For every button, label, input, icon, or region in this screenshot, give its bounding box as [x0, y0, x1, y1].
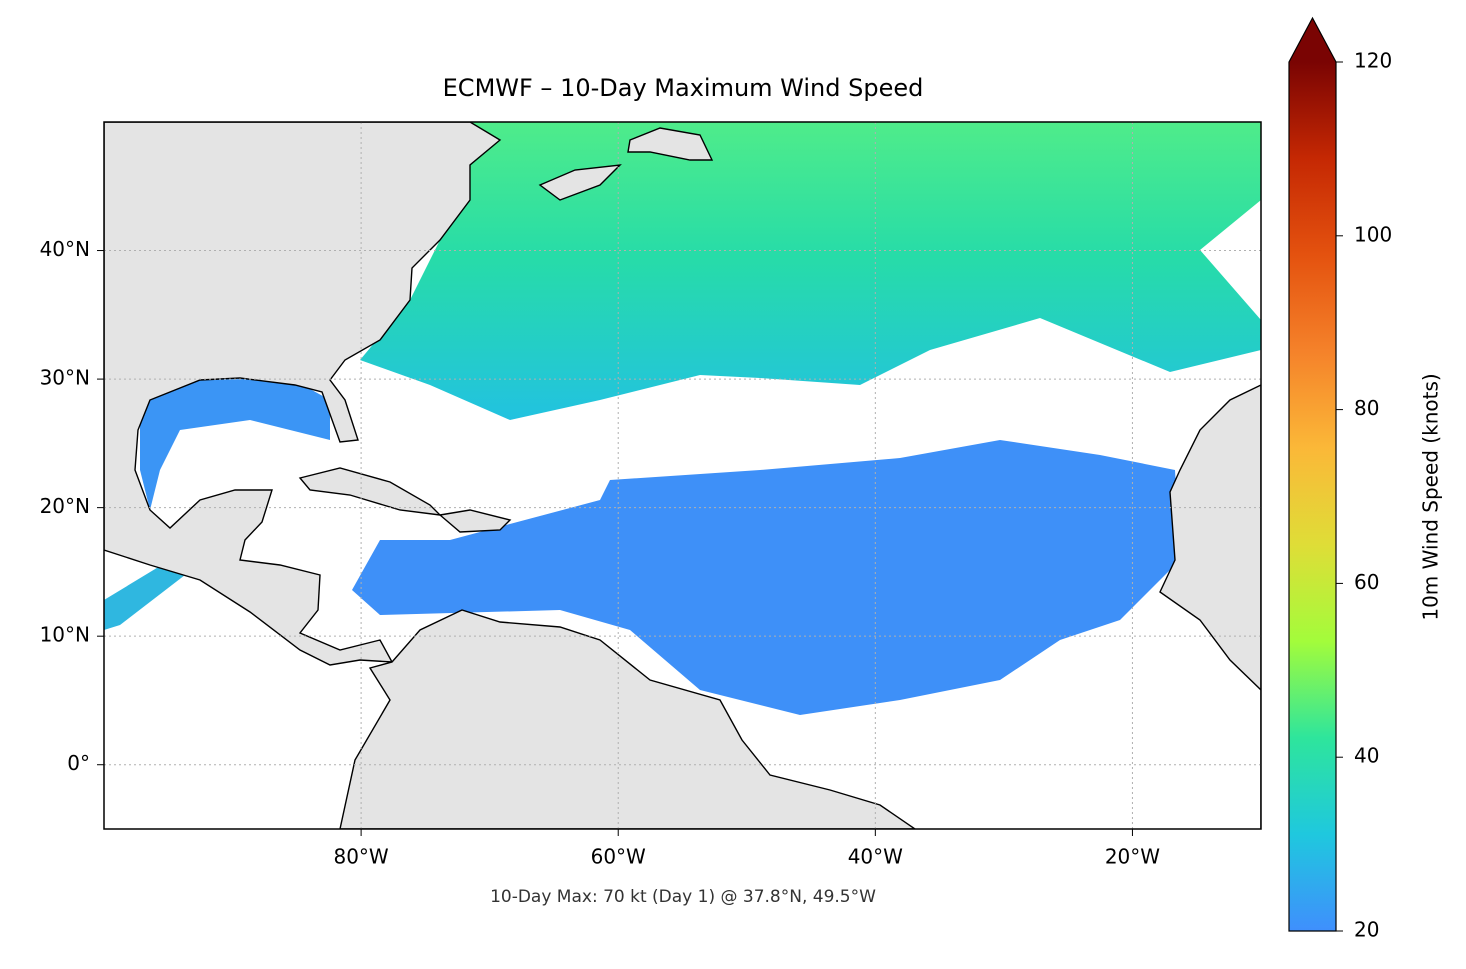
land-newfoundland — [627, 127, 714, 161]
chart-title: ECMWF – 10-Day Maximum Wind Speed — [443, 74, 924, 102]
y-tick-label: 20°N — [40, 494, 90, 518]
y-tick-label: 10°N — [40, 623, 90, 647]
colorbar-outline — [1288, 16, 1337, 932]
wind-field-pacific — [104, 560, 185, 630]
colorbar-tick-label: 120 — [1354, 49, 1392, 73]
land-nova-scotia — [538, 164, 622, 201]
map — [104, 122, 1261, 829]
wind-field-north — [360, 122, 1261, 420]
plot-frame — [103, 121, 1262, 830]
wind-field-south — [352, 440, 1180, 715]
colorbar-tick-label: 20 — [1354, 918, 1379, 942]
colorbar-tick-label: 80 — [1354, 396, 1379, 420]
colorbar — [1289, 62, 1336, 931]
y-tick-label: 40°N — [40, 237, 90, 261]
colorbar-extension — [1289, 18, 1336, 62]
annotation: 10-Day Max: 70 kt (Day 1) @ 37.8°N, 49.5… — [490, 887, 876, 907]
colorbar-tick-label: 60 — [1354, 570, 1379, 594]
x-tick-label: 40°W — [848, 845, 903, 869]
colorbar-tick-label: 100 — [1354, 222, 1392, 246]
x-tick-label: 80°W — [333, 845, 388, 869]
x-tick-label: 60°W — [591, 845, 646, 869]
y-tick-label: 0° — [67, 751, 90, 775]
colorbar-label: 10m Wind Speed (knots) — [1419, 373, 1443, 620]
land-hispaniola — [438, 509, 512, 533]
wind-field-gulf — [140, 378, 330, 510]
land-africa — [1159, 384, 1261, 829]
land-north-america — [104, 122, 502, 666]
colorbar-tick-label: 40 — [1354, 744, 1379, 768]
land-south-america — [339, 609, 917, 829]
y-tick-label: 30°N — [40, 366, 90, 390]
x-tick-label: 20°W — [1105, 845, 1160, 869]
